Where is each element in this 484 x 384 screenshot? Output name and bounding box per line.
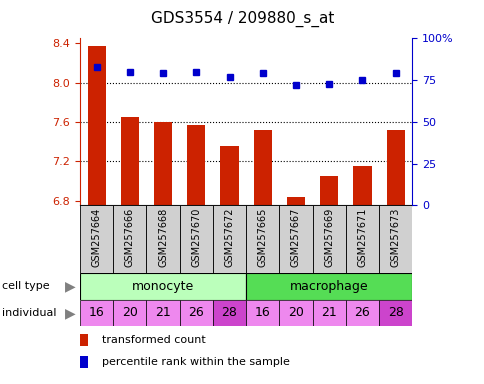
Bar xyxy=(87,46,106,205)
Text: GSM257665: GSM257665 xyxy=(257,207,267,267)
Text: 21: 21 xyxy=(321,306,336,319)
Bar xyxy=(253,130,272,205)
Text: ▶: ▶ xyxy=(65,306,76,320)
Bar xyxy=(187,125,205,205)
Bar xyxy=(121,117,139,205)
Bar xyxy=(146,300,179,326)
Text: monocyte: monocyte xyxy=(132,280,194,293)
Text: 26: 26 xyxy=(188,306,204,319)
Text: GSM257666: GSM257666 xyxy=(124,207,135,267)
Bar xyxy=(246,205,279,273)
Bar xyxy=(345,205,378,273)
Text: GSM257672: GSM257672 xyxy=(224,207,234,267)
Bar xyxy=(179,205,212,273)
Bar xyxy=(113,300,146,326)
Bar xyxy=(279,300,312,326)
Text: 16: 16 xyxy=(255,306,270,319)
Text: individual: individual xyxy=(2,308,57,318)
Text: GSM257669: GSM257669 xyxy=(323,207,333,267)
Text: 20: 20 xyxy=(287,306,303,319)
Bar xyxy=(319,176,338,205)
Bar xyxy=(246,300,279,326)
Bar xyxy=(80,273,245,300)
Bar xyxy=(345,300,378,326)
Bar xyxy=(312,300,345,326)
Bar xyxy=(352,166,371,205)
Bar xyxy=(312,205,345,273)
Text: GSM257664: GSM257664 xyxy=(91,207,102,267)
Text: transformed count: transformed count xyxy=(102,335,205,345)
Bar xyxy=(80,300,113,326)
Text: 21: 21 xyxy=(155,306,170,319)
Text: GSM257667: GSM257667 xyxy=(290,207,301,267)
Bar xyxy=(80,356,88,368)
Bar xyxy=(386,130,404,205)
Bar xyxy=(378,205,411,273)
Bar xyxy=(220,146,238,205)
Text: 20: 20 xyxy=(121,306,137,319)
Text: 28: 28 xyxy=(387,306,403,319)
Bar xyxy=(212,205,246,273)
Bar xyxy=(179,300,212,326)
Text: cell type: cell type xyxy=(2,281,50,291)
Bar xyxy=(279,205,312,273)
Text: GSM257673: GSM257673 xyxy=(390,207,400,267)
Text: GSM257668: GSM257668 xyxy=(158,207,168,267)
Text: 28: 28 xyxy=(221,306,237,319)
Text: ▶: ▶ xyxy=(65,279,76,293)
Text: GDS3554 / 209880_s_at: GDS3554 / 209880_s_at xyxy=(151,11,333,27)
Bar xyxy=(153,122,172,205)
Bar xyxy=(146,205,179,273)
Text: 16: 16 xyxy=(89,306,104,319)
Bar xyxy=(246,273,411,300)
Text: GSM257670: GSM257670 xyxy=(191,207,201,267)
Text: GSM257671: GSM257671 xyxy=(357,207,367,267)
Text: percentile rank within the sample: percentile rank within the sample xyxy=(102,358,289,367)
Bar xyxy=(80,334,88,346)
Bar xyxy=(113,205,146,273)
Bar xyxy=(286,197,304,205)
Text: 26: 26 xyxy=(354,306,369,319)
Text: macrophage: macrophage xyxy=(289,280,368,293)
Bar xyxy=(378,300,411,326)
Bar xyxy=(212,300,246,326)
Bar xyxy=(80,205,113,273)
